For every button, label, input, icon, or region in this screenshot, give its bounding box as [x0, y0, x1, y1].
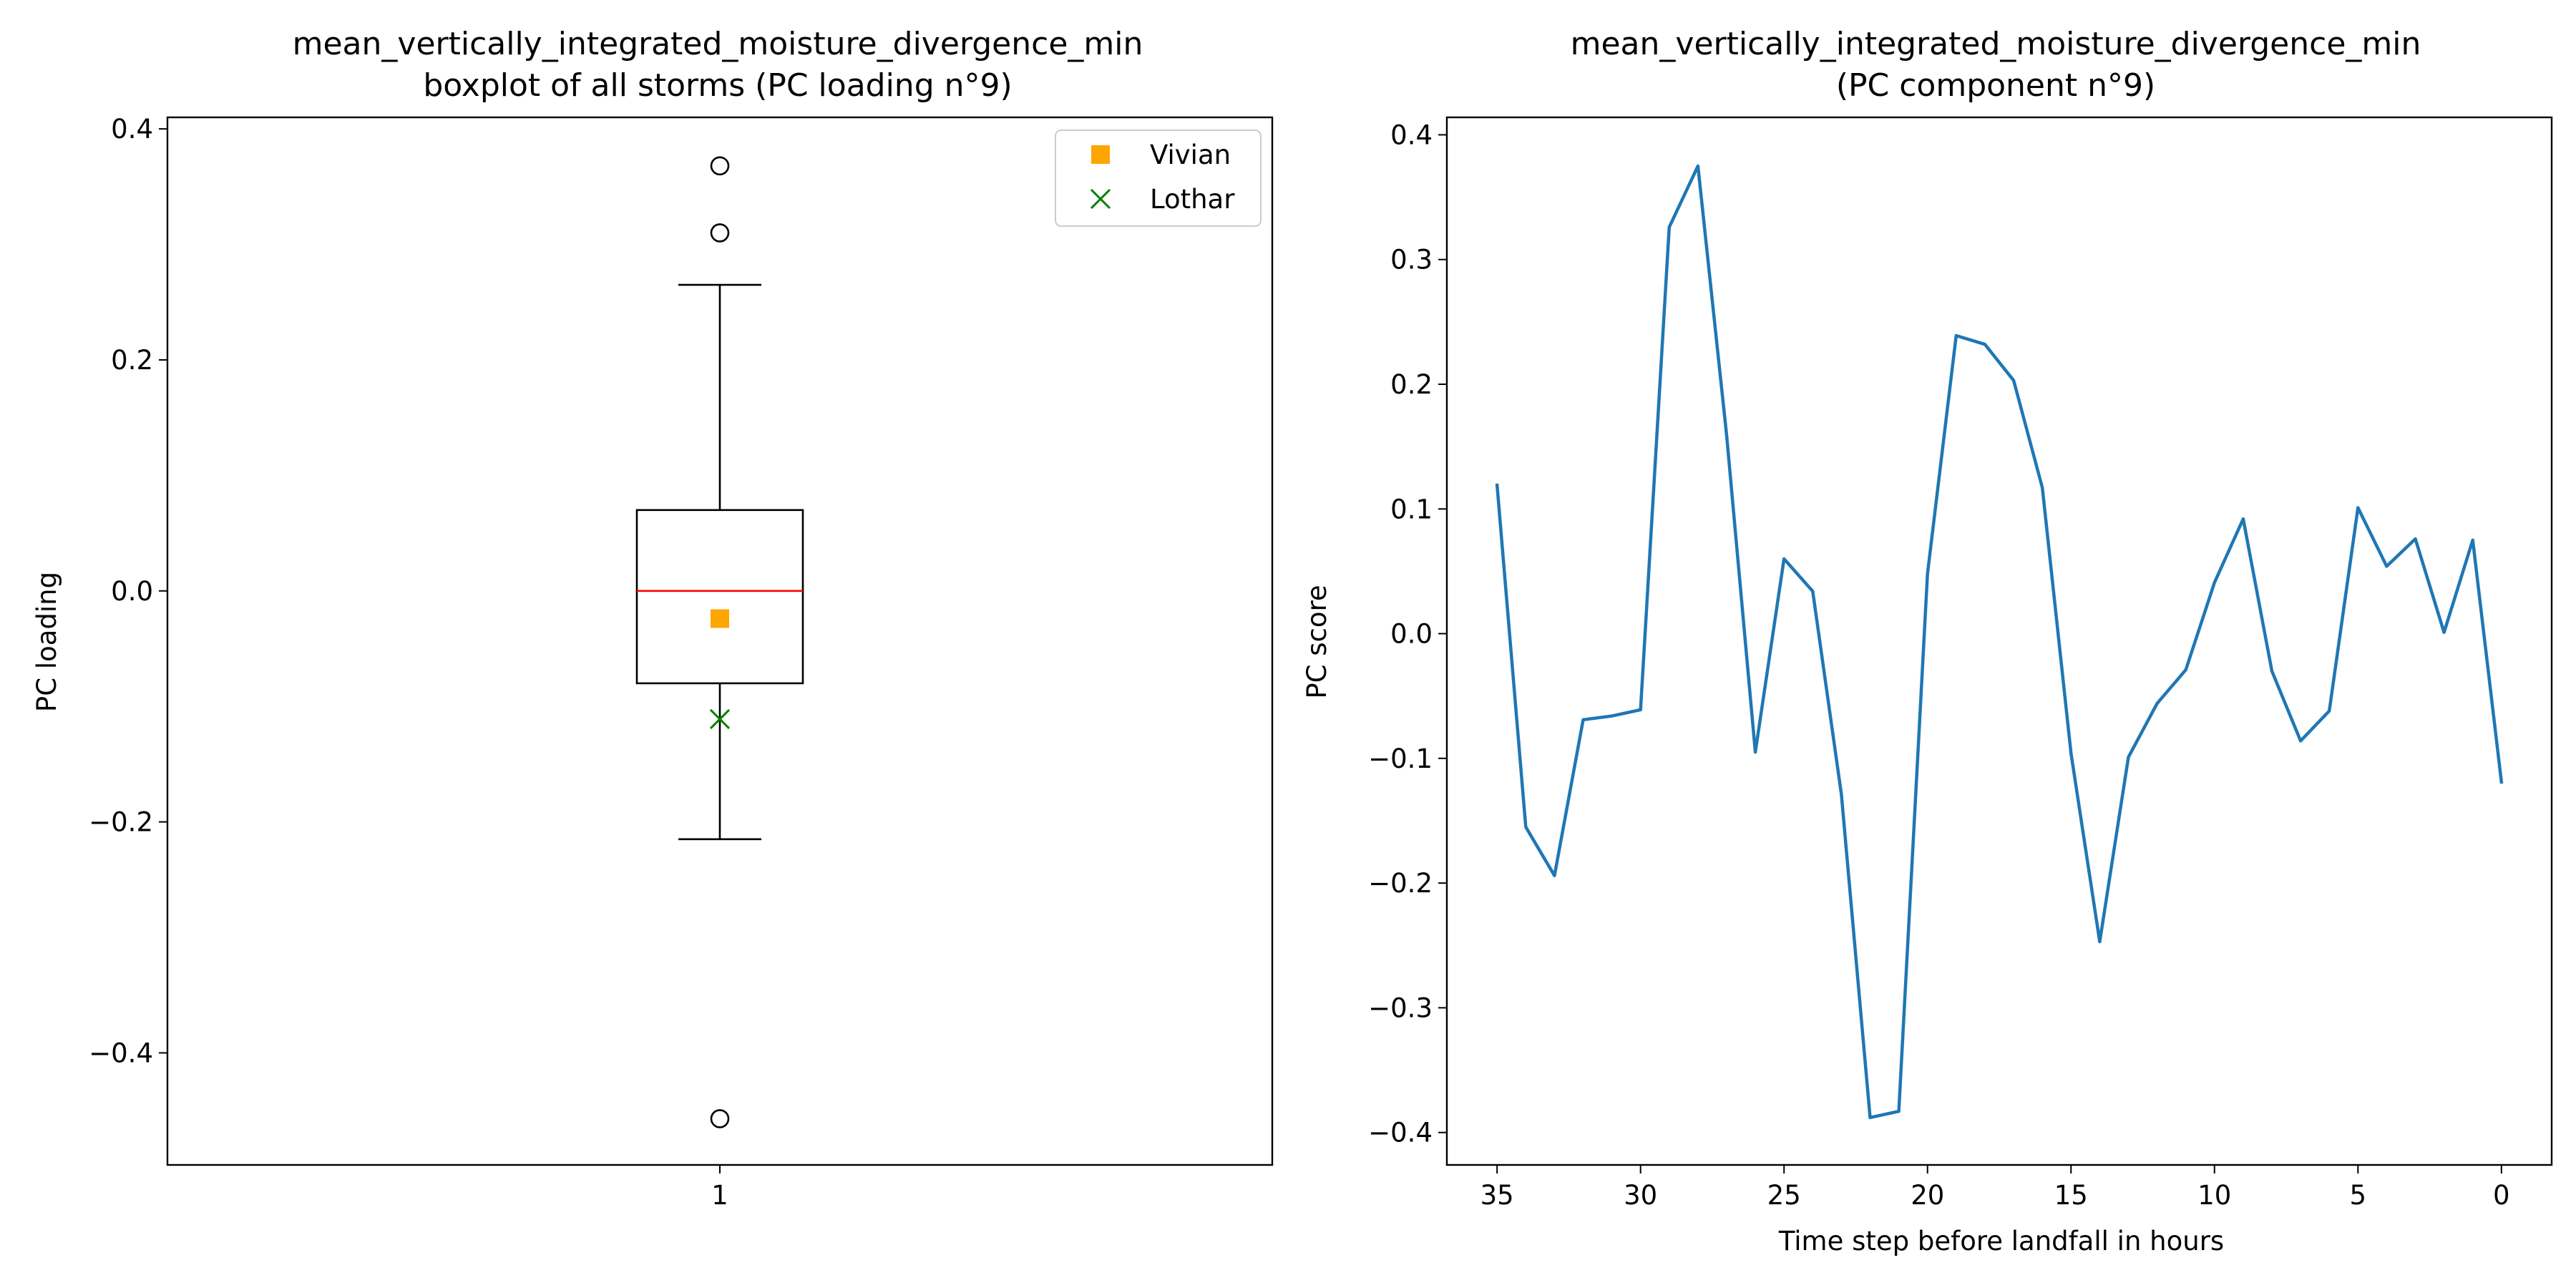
- boxplot-y-axis-label: PC loading: [31, 572, 62, 712]
- line-chart-x-tick-label: 20: [1911, 1180, 1944, 1211]
- line-chart-y-tick-label: −0.3: [1368, 992, 1433, 1023]
- legend-symbol-lothar: [1090, 188, 1111, 210]
- boxplot-outlier: [710, 156, 730, 176]
- boxplot-title-line2: boxplot of all storms (PC loading n°9): [423, 67, 1012, 104]
- boxplot-outlier: [710, 1109, 730, 1128]
- marker-lothar-stroke: [709, 708, 731, 730]
- boxplot-y-tick-label: 0.4: [111, 114, 153, 145]
- legend-label-lothar: Lothar: [1150, 184, 1235, 215]
- marker-vivian: [711, 609, 729, 628]
- line-chart-title-line2: (PC component n°9): [1836, 67, 2155, 104]
- boxplot-box: [635, 509, 804, 685]
- line-chart-x-tick-label: 35: [1480, 1180, 1514, 1211]
- line-chart-x-tick-label: 25: [1767, 1180, 1801, 1211]
- boxplot-panel: mean_vertically_integrated_moisture_dive…: [31, 26, 1274, 1211]
- line-chart-x-tick-label: 0: [2493, 1180, 2510, 1211]
- line-chart-y-tick-label: 0.3: [1390, 245, 1433, 275]
- line-chart-y-tick-label: −0.1: [1368, 743, 1433, 774]
- line-chart-axes-frame: [1445, 116, 2553, 1166]
- boxplot-x-tick-label: 1: [711, 1180, 728, 1211]
- marker-lothar: [709, 708, 731, 730]
- legend-symbol-lothar-stroke: [1090, 188, 1111, 210]
- line-chart-x-axis-label: Time step before landfall in hours: [1778, 1226, 2224, 1257]
- boxplot-title-line1: mean_vertically_integrated_moisture_dive…: [293, 26, 1143, 62]
- line-chart-y-tick-label: 0.1: [1390, 494, 1433, 525]
- line-chart-title-line1: mean_vertically_integrated_moisture_dive…: [1571, 26, 2421, 62]
- boxplot-y-tick-label: 0.0: [111, 576, 153, 607]
- legend-label-vivian: Vivian: [1150, 140, 1231, 170]
- line-chart-x-tick-label: 10: [2197, 1180, 2231, 1211]
- boxplot-y-tick-label: −0.2: [89, 807, 153, 838]
- line-chart-panel: mean_vertically_integrated_moisture_dive…: [1302, 26, 2553, 1257]
- legend-entries: Vivian Lothar: [1090, 140, 1235, 215]
- line-chart-plot-area: 0.4 0.3 0.2 0.1 0.0 −0.1 −0.2 −0.3 −0.4 35 30 25 20 1…: [1368, 119, 2509, 1211]
- line-chart-y-tick-label: 0.4: [1390, 119, 1433, 150]
- pc-score-series-line: [1495, 164, 2504, 1120]
- line-chart-x-tick-label: 30: [1624, 1180, 1657, 1211]
- line-chart-x-tick-label: 15: [2054, 1180, 2088, 1211]
- line-chart-y-tick-label: −0.4: [1368, 1118, 1433, 1148]
- line-chart-x-tick-label: 5: [2350, 1180, 2367, 1211]
- boxplot-y-tick-label: 0.2: [111, 345, 153, 376]
- line-chart-y-axis-label: PC score: [1302, 585, 1332, 698]
- boxplot-axes-frame: [166, 116, 1274, 1166]
- boxplot-plot-area: 0.4 0.2 0.0 −0.2 −0.4 1: [89, 114, 804, 1211]
- line-chart-y-tick-label: 0.0: [1390, 619, 1433, 650]
- line-chart-y-tick-label: 0.2: [1390, 369, 1433, 400]
- legend: Vivian Lothar: [1055, 130, 1262, 227]
- line-chart-y-tick-label: −0.2: [1368, 868, 1433, 899]
- boxplot-outlier: [710, 223, 730, 243]
- boxplot-y-tick-label: −0.4: [89, 1038, 153, 1068]
- legend-symbol-vivian: [1091, 145, 1110, 164]
